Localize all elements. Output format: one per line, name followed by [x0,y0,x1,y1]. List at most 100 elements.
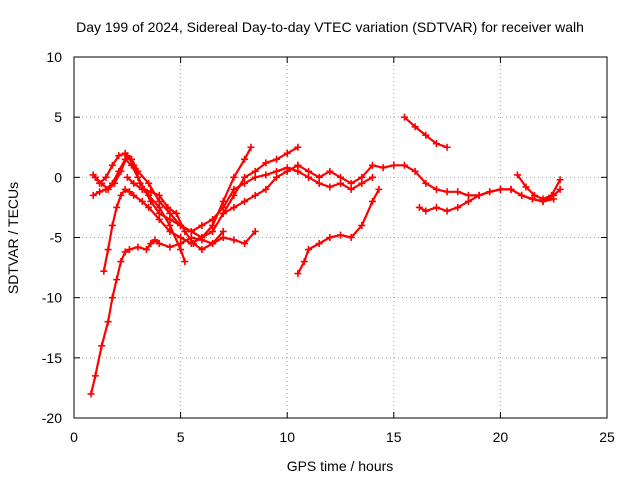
data-point [347,185,355,193]
x-tick-label: 20 [493,429,509,445]
data-point [117,167,125,175]
data-point [241,197,249,205]
data-point [172,209,180,217]
data-point [117,191,125,199]
data-point [273,155,281,163]
data-point [187,227,195,235]
data-point [247,143,255,151]
data-point [219,197,227,205]
data-point [528,195,536,203]
data-point [400,113,408,121]
series-track-e [91,152,189,266]
data-point [251,227,259,235]
data-point [262,185,270,193]
data-point [315,240,323,248]
data-point [251,191,259,199]
data-point [98,342,106,350]
data-point [522,183,530,191]
data-point [368,173,376,181]
data-point [100,267,108,275]
data-point [121,248,129,256]
data-point [151,236,159,244]
data-point [241,173,249,181]
series-track-a [87,227,259,398]
y-tick-label: -10 [42,290,62,306]
data-point [142,246,150,254]
data-point [113,203,121,211]
series-track-k [400,113,451,151]
data-point [294,167,302,175]
data-point [305,167,313,175]
data-point [177,246,185,254]
data-point [337,173,344,181]
data-point [230,203,238,211]
data-point [209,221,217,229]
data-point [300,258,308,266]
data-point [305,246,313,254]
data-point [294,161,302,169]
data-point [125,246,133,254]
data-point [454,203,462,211]
data-point [98,179,106,187]
data-point [422,207,430,215]
data-point [91,372,99,380]
data-point [337,231,344,239]
data-point [358,221,366,229]
data-point [283,167,291,175]
x-tick-label: 5 [177,429,185,445]
series-track-l [513,171,564,203]
data-point [219,209,227,217]
data-point [230,185,238,193]
series-line [92,146,253,239]
data-point [422,179,430,187]
data-point [358,179,366,187]
data-point [326,234,334,241]
data-point [432,140,440,148]
data-point [209,227,217,235]
data-point [198,246,206,254]
data-point [113,276,121,284]
data-point [147,240,155,248]
data-point [368,197,376,205]
data-point [432,203,440,211]
data-point [155,215,163,223]
data-point [96,188,104,196]
axis-ticks: 0 5 10 15 20 25 -20 -15 -10 -5 0 5 10 [42,49,615,445]
data-point [513,171,521,179]
data-point [104,318,112,326]
data-point [230,236,238,244]
y-axis-label: SDTVAR / TECUs [5,182,21,294]
data-point [251,167,259,175]
data-point [145,179,153,187]
data-point [454,188,462,196]
x-tick-label: 10 [279,429,295,445]
data-point [91,173,99,181]
data-point [326,183,334,191]
data-point [368,161,376,169]
data-point [326,167,334,175]
data-point [475,191,483,199]
data-point [130,179,138,187]
data-point [305,173,313,181]
y-tick-label: -5 [50,230,63,246]
data-point [411,123,419,131]
series-track-i [294,161,558,205]
data-point [241,155,249,163]
data-point [443,207,451,215]
data-point [177,234,185,241]
data-point [104,246,112,254]
data-point [556,185,564,193]
data-point [164,203,172,211]
data-point [464,197,472,205]
data-point [518,191,526,199]
data-point [155,240,163,248]
data-point [147,188,155,196]
data-point [134,243,142,251]
data-point [422,131,430,139]
data-point [145,203,153,211]
data-point [251,173,259,181]
data-point [189,240,197,248]
data-point [219,227,227,235]
series-line [296,188,380,275]
data-point [89,191,97,199]
